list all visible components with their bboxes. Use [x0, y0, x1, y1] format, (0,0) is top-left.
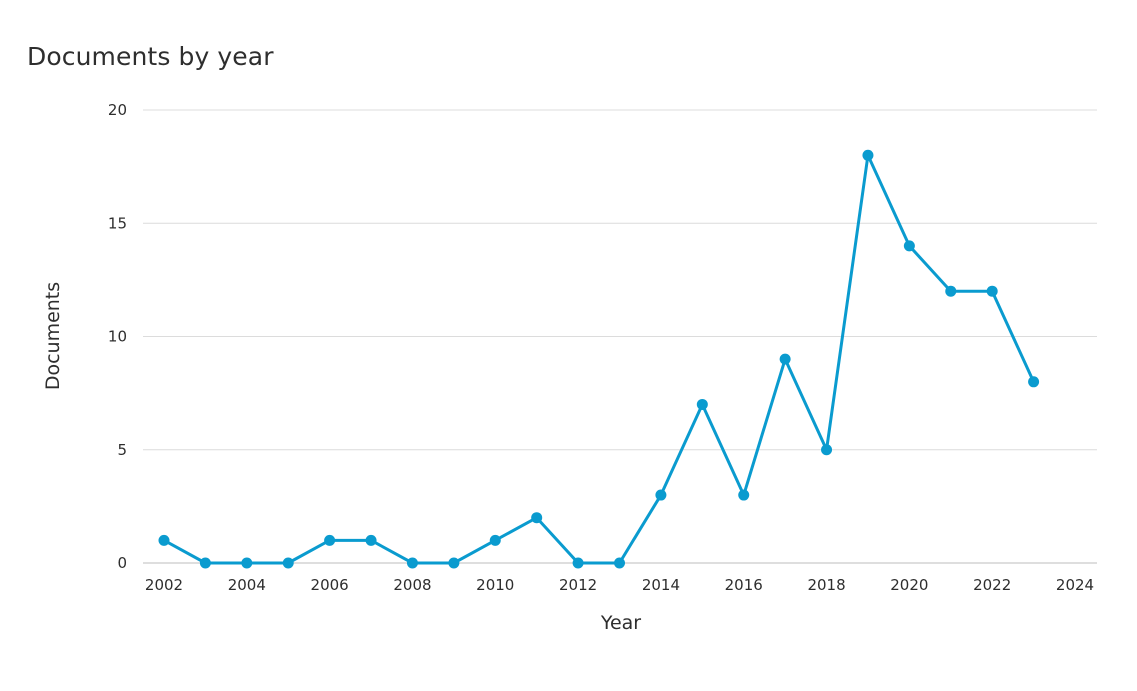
data-point-2014[interactable] — [655, 489, 667, 501]
data-point-2015[interactable] — [696, 398, 708, 410]
x-tick-label-2018: 2018 — [807, 576, 845, 594]
data-point-2007[interactable] — [365, 534, 377, 546]
x-tick-label-2024: 2024 — [1056, 576, 1094, 594]
y-tick-label-0: 0 — [117, 554, 127, 572]
data-point-2003[interactable] — [199, 557, 211, 569]
data-point-2017[interactable] — [779, 353, 791, 365]
data-point-2021[interactable] — [945, 285, 957, 297]
x-tick-label-2012: 2012 — [559, 576, 597, 594]
x-tick-label-2008: 2008 — [393, 576, 431, 594]
x-tick-label-2022: 2022 — [973, 576, 1011, 594]
data-point-2002[interactable] — [158, 534, 170, 546]
y-tick-label-20: 20 — [108, 101, 127, 119]
series-line — [162, 153, 1036, 565]
data-point-2009[interactable] — [448, 557, 460, 569]
y-tick-label-5: 5 — [117, 441, 127, 459]
y-tick-label-15: 15 — [108, 214, 127, 232]
data-point-2013[interactable] — [614, 557, 625, 569]
data-point-2023[interactable] — [1028, 376, 1040, 388]
x-tick-label-2004: 2004 — [228, 576, 266, 594]
x-axis-title: Year — [600, 612, 641, 634]
data-point-2018[interactable] — [821, 444, 833, 456]
x-tick-label-2010: 2010 — [476, 576, 514, 594]
data-point-2016[interactable] — [738, 489, 750, 501]
data-point-2006[interactable] — [324, 534, 336, 546]
x-tick-label-2020: 2020 — [890, 576, 928, 594]
data-point-2004[interactable] — [241, 557, 253, 569]
x-tick-label-2016: 2016 — [725, 576, 763, 594]
series-documents — [158, 149, 1040, 569]
x-axis-ticks: 2002 2004 2006 2008 2010 2012 2014 2016 2018 2020… — [145, 576, 1094, 594]
y-axis-ticks: 0 5 10 15 20 — [108, 101, 127, 572]
data-point-2020[interactable] — [903, 240, 915, 252]
x-tick-label-2006: 2006 — [311, 576, 349, 594]
data-point-2005[interactable] — [282, 557, 294, 569]
y-axis-title: Documents — [42, 282, 64, 390]
grid-lines — [143, 109, 1097, 564]
x-tick-label-2002: 2002 — [145, 576, 183, 594]
y-tick-label-10: 10 — [108, 328, 127, 346]
data-point-2010[interactable] — [489, 534, 501, 546]
data-point-2019[interactable] — [862, 149, 874, 161]
data-point-2022[interactable] — [986, 285, 998, 297]
data-point-2011[interactable] — [531, 512, 543, 524]
data-point-2008[interactable] — [406, 557, 418, 569]
x-tick-label-2014: 2014 — [642, 576, 680, 594]
chart-title: Documents by year — [27, 42, 274, 71]
data-point-2012[interactable] — [572, 557, 584, 569]
